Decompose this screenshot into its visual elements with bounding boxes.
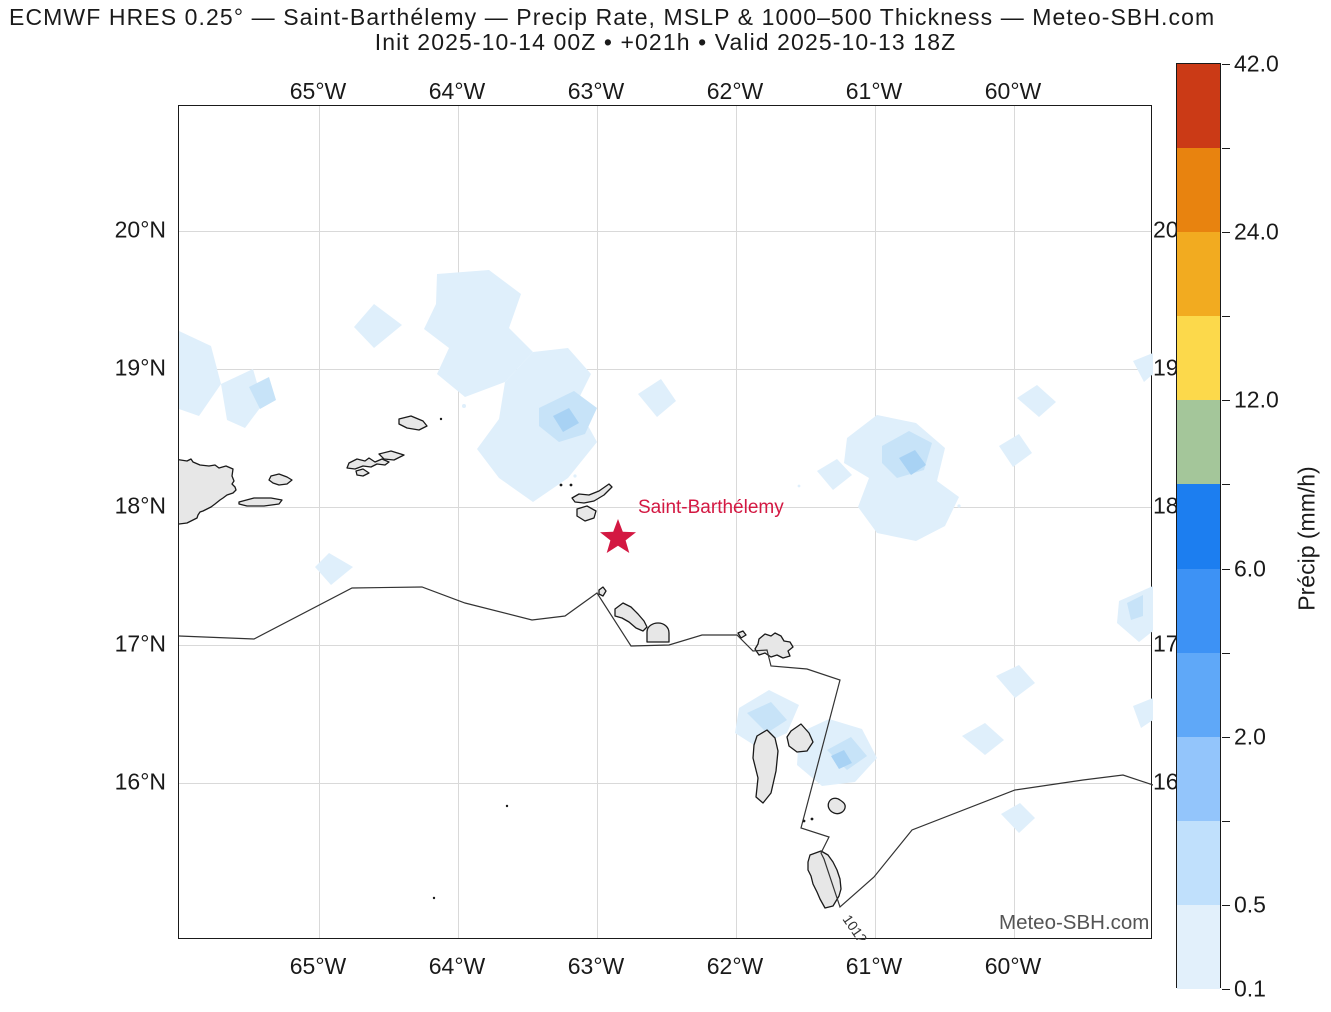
svg-text:1012: 1012 [840,912,871,940]
